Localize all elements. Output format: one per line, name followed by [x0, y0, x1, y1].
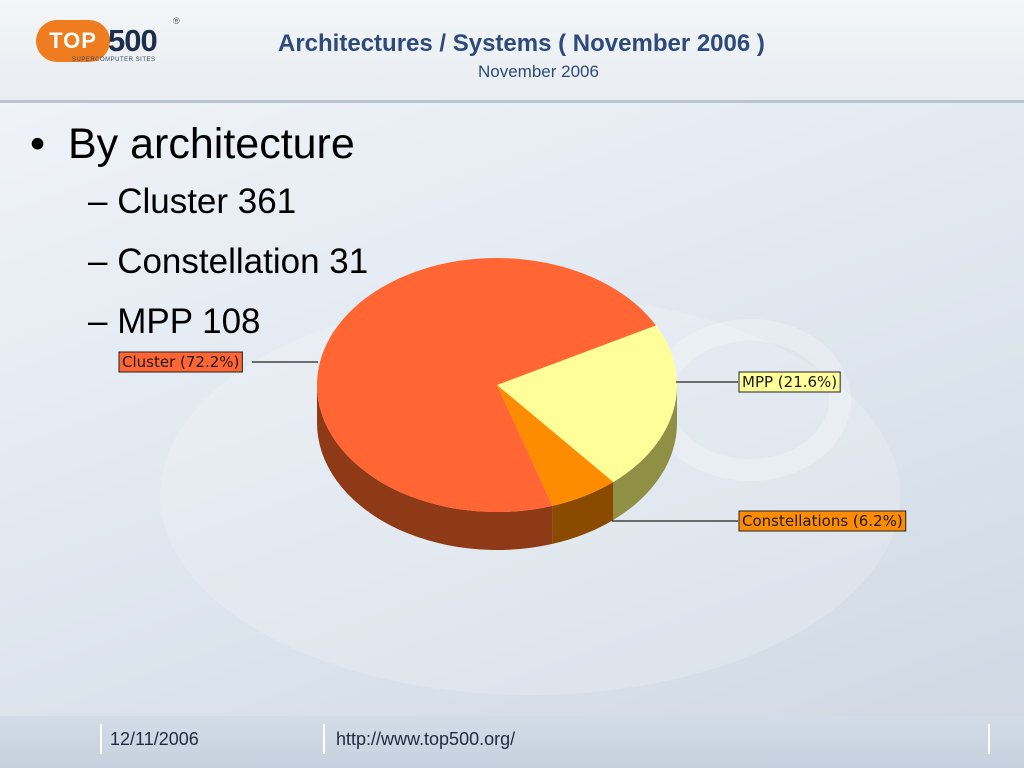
footer-separator: [323, 724, 325, 754]
top500-logo: TOP 500 ® SUPERCOMPUTER SITES: [36, 10, 186, 72]
logo-number: 500: [108, 23, 158, 58]
pie-slice-side: [552, 481, 614, 544]
slice-label-mpp: MPP (21.6%): [738, 371, 841, 393]
pie-slice-constellations: [497, 385, 614, 506]
pie-slice-mpp: [497, 325, 677, 482]
pie-slice-cluster: [317, 258, 656, 512]
pie-slice-side: [317, 385, 553, 550]
bullet-list: • By architecture – Cluster 361 – Constel…: [30, 116, 368, 352]
logo-tagline: SUPERCOMPUTER SITES: [72, 57, 156, 63]
slice-label-text: Cluster (72.2%): [122, 353, 239, 371]
slide-header: TOP 500 ® SUPERCOMPUTER SITES Architectu…: [0, 0, 1024, 103]
footer-separator: [100, 724, 102, 754]
pie-slice-side: [613, 385, 677, 520]
slide-title: Architectures / Systems ( November 2006 …: [278, 30, 765, 57]
footer-separator: [988, 724, 990, 754]
bullet-item-cluster: – Cluster 361: [88, 182, 297, 221]
slide-footer: 12/11/2006 http://www.top500.org/: [0, 716, 1024, 768]
bullet-dot: •: [30, 120, 46, 168]
footer-date: 12/11/2006: [110, 729, 199, 749]
slice-label-box: [738, 510, 907, 532]
bullet-main: • By architecture: [30, 116, 368, 172]
logo-registered-mark: ®: [173, 16, 180, 26]
slice-label-text: MPP (21.6%): [742, 373, 837, 391]
slice-label-box: [118, 351, 243, 373]
bullet-item-mpp: – MPP 108: [88, 302, 261, 341]
footer-url: http://www.top500.org/: [336, 729, 516, 749]
slide-subtitle: November 2006: [478, 62, 599, 81]
slice-label-constellations: Constellations (6.2%): [738, 510, 907, 532]
bullet-main-text: By architecture: [68, 120, 355, 168]
slice-label-text: Constellations (6.2%): [742, 512, 903, 530]
bullet-item-constellation: – Constellation 31: [88, 242, 369, 281]
logo-badge: TOP: [36, 20, 110, 62]
slice-label-box: [738, 371, 841, 393]
slice-label-cluster: Cluster (72.2%): [118, 351, 243, 373]
